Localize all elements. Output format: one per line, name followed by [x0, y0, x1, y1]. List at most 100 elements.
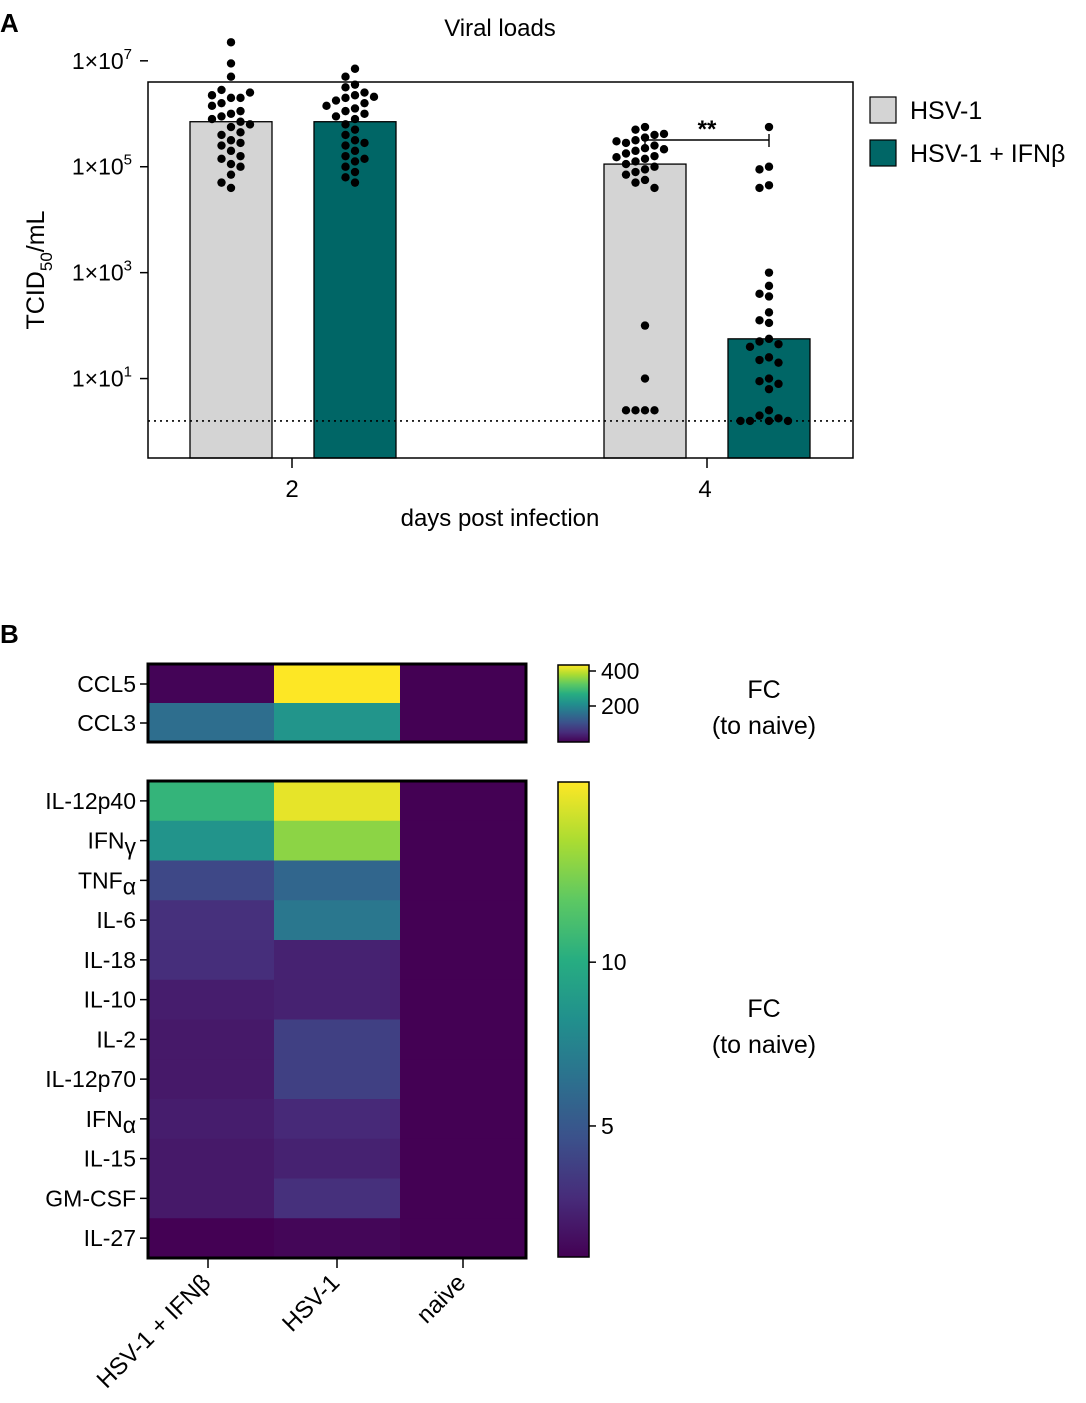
point-hsv1-day4-4 — [631, 136, 640, 145]
point-ifn-day4-16 — [764, 353, 774, 362]
cell-r1-c1 — [274, 820, 400, 861]
cell-ccl3-0 — [148, 703, 274, 742]
point-ifn-day2-20 — [350, 157, 360, 166]
cell-r2-c0 — [148, 860, 274, 901]
point-hsv1-day4-8 — [631, 146, 640, 156]
point-ifn-day2-22 — [350, 167, 360, 177]
point-ifn-day4-4 — [755, 183, 764, 193]
y-axis-title: TCID50/mL — [22, 210, 56, 329]
panel-a-label: A — [0, 8, 19, 38]
row-label-il2: IL-2 — [96, 1026, 136, 1052]
point-hsv1-day4-5 — [621, 138, 631, 148]
point-ifn-day2-13 — [341, 120, 350, 129]
point-ifn-day2-15 — [341, 130, 350, 140]
point-ifn-day2-4 — [360, 88, 369, 97]
point-hsv1-day4-0 — [640, 122, 650, 132]
point-hsv1-day2-27 — [236, 128, 245, 137]
legend: HSV-1 HSV-1 + IFNβ — [869, 96, 1065, 168]
point-ifn-day2-28 — [360, 138, 369, 148]
cell-r9-c0 — [148, 1138, 274, 1179]
cell-r7-c0 — [148, 1059, 274, 1100]
point-hsv1-day4-24 — [612, 153, 621, 162]
point-hsv1-day2-24 — [236, 106, 245, 116]
y-tick-label-1e3: 1×103 — [72, 258, 132, 286]
x-tick-label-2: 2 — [285, 476, 298, 503]
row-label-tnfa: TNFα — [78, 867, 136, 899]
cell-r4-c1 — [274, 940, 400, 981]
point-hsv1-day4-7 — [640, 143, 650, 153]
cell-ccl5-0 — [148, 664, 274, 703]
point-hsv1-day2-10 — [236, 117, 245, 126]
cell-r2-c1 — [274, 860, 400, 901]
heatmap-chemokines — [148, 664, 526, 742]
cell-r10-c0 — [148, 1178, 274, 1219]
point-hsv1-day4-16 — [631, 167, 640, 177]
row-label-il18: IL-18 — [84, 947, 136, 973]
cell-ccl5-2 — [400, 664, 526, 703]
point-hsv1-day2-17 — [226, 159, 236, 169]
point-ifn-day4-18 — [774, 358, 783, 367]
row-label-il27: IL-27 — [84, 1225, 136, 1251]
point-ifn-day2-3 — [341, 83, 350, 92]
point-ifn-day4-0 — [764, 122, 774, 132]
legend-swatch-ifn — [869, 139, 897, 167]
cell-r0-c0 — [148, 781, 274, 822]
row-label-il6: IL-6 — [96, 907, 136, 933]
heatmap-chemokines-rows: CCL5 CCL3 — [77, 671, 148, 736]
points-layer — [207, 38, 793, 426]
colorbar-chemokines: 400 200 — [557, 658, 639, 743]
colorbar-cytokines: 10 5 — [557, 781, 627, 1258]
point-ifn-day4-10 — [755, 316, 764, 325]
point-hsv1-day2-1 — [226, 38, 236, 47]
point-hsv1-day4-11 — [640, 154, 650, 163]
point-ifn-day2-8 — [360, 98, 369, 108]
point-ifn-day2-26 — [322, 101, 331, 111]
cell-r3-c2 — [400, 900, 526, 941]
colorbar-cytokines-gradient — [557, 781, 590, 1258]
point-hsv1-day4-21 — [659, 129, 669, 139]
point-hsv1-day4-23 — [659, 145, 669, 154]
point-hsv1-day2-0 — [226, 93, 236, 103]
point-ifn-day2-5 — [350, 91, 360, 100]
point-hsv1-day2-7 — [207, 101, 217, 111]
point-ifn-day2-25 — [369, 92, 379, 102]
point-hsv1-day4-20 — [650, 183, 659, 193]
col-label-hsv1-ifn: HSV-1 + IFNβ — [92, 1269, 217, 1394]
row-label-ccl3: CCL3 — [77, 710, 136, 736]
point-hsv1-day2-5 — [236, 93, 245, 103]
point-ifn-day4-24 — [755, 411, 764, 420]
cell-r9-c1 — [274, 1138, 400, 1179]
point-hsv1-day2-6 — [217, 98, 226, 108]
cb1-label-400: 400 — [601, 658, 639, 684]
cell-r5-c2 — [400, 979, 526, 1020]
row-label-gmcsf: GM-CSF — [45, 1185, 136, 1211]
cell-r11-c1 — [274, 1218, 400, 1259]
point-hsv1-day4-18 — [640, 175, 650, 185]
cell-r10-c2 — [400, 1178, 526, 1219]
cell-r0-c2 — [400, 781, 526, 822]
point-ifn-day4-2 — [755, 165, 764, 174]
point-ifn-day4-17 — [755, 355, 764, 365]
heatmap-cytokines — [148, 781, 526, 1259]
significance-bracket: ** — [644, 116, 770, 147]
point-ifn-day2-27 — [331, 112, 341, 121]
point-hsv1-day2-20 — [217, 178, 226, 187]
point-ifn-day2-12 — [350, 114, 360, 124]
panel-b-label: B — [0, 619, 19, 649]
point-ifn-day2-19 — [341, 151, 350, 161]
point-hsv1-day2-8 — [226, 109, 236, 118]
point-hsv1-day4-30 — [621, 406, 631, 415]
cell-r1-c2 — [400, 820, 526, 861]
point-hsv1-day2-28 — [236, 138, 245, 148]
point-ifn-day4-11 — [764, 318, 774, 328]
point-ifn-day4-22 — [764, 384, 774, 394]
point-hsv1-day4-26 — [640, 374, 650, 383]
cell-r0-c1 — [274, 781, 400, 822]
cell-r8-c0 — [148, 1099, 274, 1140]
point-ifn-day2-0 — [350, 64, 360, 73]
cell-r1-c0 — [148, 820, 274, 861]
point-hsv1-day2-12 — [217, 130, 226, 140]
point-hsv1-day4-19 — [631, 178, 640, 187]
cell-r6-c2 — [400, 1019, 526, 1060]
